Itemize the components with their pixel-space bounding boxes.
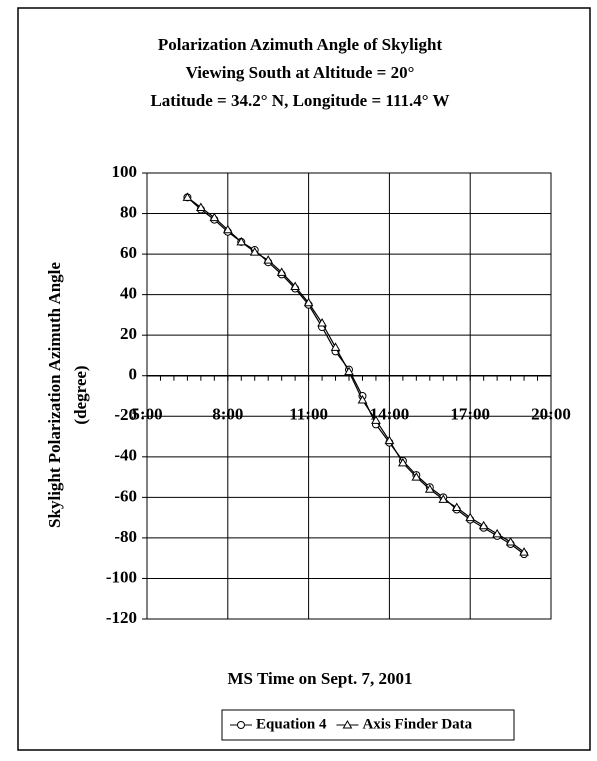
- y-tick-label: 40: [120, 284, 137, 303]
- chart-title: Polarization Azimuth Angle of Skylight: [158, 35, 443, 54]
- chart-frame: [17, 7, 591, 751]
- chart-title: Latitude = 34.2° N, Longitude = 111.4° W: [150, 91, 449, 110]
- x-tick-label: 11:00: [289, 405, 328, 424]
- marker: [317, 318, 327, 327]
- y-tick-label: -20: [114, 405, 137, 424]
- marker: [492, 528, 502, 538]
- plot-area: [146, 172, 552, 620]
- chart-title: Viewing South at Altitude = 20°: [186, 63, 415, 82]
- marker: [330, 342, 341, 351]
- marker: [384, 435, 395, 445]
- marker: [249, 247, 260, 256]
- marker: [236, 236, 247, 246]
- legend-marker: [237, 721, 245, 729]
- marker: [411, 472, 422, 481]
- x-axis-label: MS Time on Sept. 7, 2001: [228, 669, 413, 688]
- y-tick-label: 20: [120, 324, 137, 343]
- marker: [424, 484, 435, 493]
- marker: [182, 192, 193, 201]
- x-tick-label: 14:00: [370, 405, 410, 424]
- y-tick-label: -80: [114, 527, 137, 546]
- x-tick-label: 8:00: [212, 405, 243, 424]
- marker: [209, 212, 220, 222]
- marker: [222, 224, 233, 234]
- marker: [478, 520, 489, 530]
- y-tick-label: -120: [106, 608, 137, 627]
- x-tick-label: 17:00: [450, 405, 490, 424]
- x-tick-label: 20:00: [531, 405, 571, 424]
- y-axis-label: Skylight Polarization Azimuth Angle: [45, 262, 64, 528]
- x-tick-label: 5:00: [131, 405, 162, 424]
- marker: [276, 267, 287, 276]
- marker: [263, 255, 274, 264]
- y-tick-label: -60: [114, 486, 137, 505]
- marker: [505, 536, 516, 546]
- y-tick-label: -40: [114, 446, 137, 465]
- marker: [438, 494, 449, 503]
- series-line: [187, 196, 525, 553]
- marker: [451, 502, 462, 511]
- y-tick-label: 100: [112, 162, 138, 181]
- y-tick-label: 0: [129, 365, 138, 384]
- y-tick-label: 60: [120, 243, 137, 262]
- marker: [398, 457, 408, 467]
- marker: [344, 366, 354, 376]
- marker: [196, 202, 206, 211]
- marker: [465, 512, 476, 522]
- legend-marker: [342, 719, 353, 729]
- marker: [303, 297, 314, 307]
- marker: [519, 547, 529, 556]
- legend-label: Equation 4: [256, 716, 327, 732]
- y-tick-label: -100: [106, 567, 137, 586]
- y-tick-label: 80: [120, 202, 137, 221]
- marker: [371, 415, 381, 424]
- marker: [357, 395, 368, 404]
- marker: [290, 281, 300, 291]
- legend-label: Axis Finder Data: [362, 716, 472, 732]
- legend-box: [221, 709, 515, 741]
- y-axis-label: (degree): [71, 365, 90, 424]
